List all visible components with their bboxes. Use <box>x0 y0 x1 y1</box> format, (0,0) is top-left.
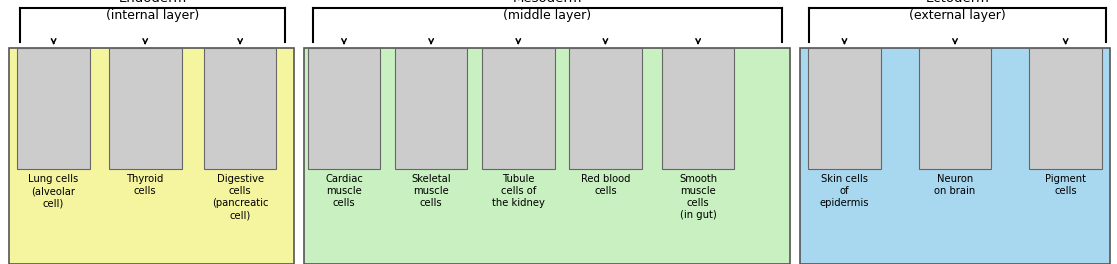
Text: Ectoderm: Ectoderm <box>925 0 990 5</box>
Bar <box>18 48 89 169</box>
Text: (external layer): (external layer) <box>909 9 1005 22</box>
Bar <box>9 48 294 264</box>
Text: Mesoderm: Mesoderm <box>513 0 582 5</box>
Bar <box>1030 48 1101 169</box>
Bar <box>307 48 380 169</box>
Bar <box>395 48 468 169</box>
Bar <box>304 48 790 264</box>
Text: Skin cells
of
epidermis: Skin cells of epidermis <box>820 174 869 208</box>
Text: Endoderm: Endoderm <box>118 0 188 5</box>
Bar <box>570 48 641 169</box>
Text: Cardiac
muscle
cells: Cardiac muscle cells <box>325 174 363 208</box>
Bar <box>809 48 880 169</box>
Text: Thyroid
cells: Thyroid cells <box>126 174 164 196</box>
Text: Neuron
on brain: Neuron on brain <box>935 174 975 196</box>
Bar <box>800 48 1110 264</box>
Bar <box>661 48 734 169</box>
Text: Smooth
muscle
cells
(in gut): Smooth muscle cells (in gut) <box>679 174 717 220</box>
Text: Red blood
cells: Red blood cells <box>581 174 630 196</box>
Bar <box>203 48 276 169</box>
Bar <box>918 48 991 169</box>
Text: Skeletal
muscle
cells: Skeletal muscle cells <box>411 174 451 208</box>
Text: Lung cells
(alveolar
cell): Lung cells (alveolar cell) <box>29 174 78 208</box>
Text: (internal layer): (internal layer) <box>106 9 200 22</box>
Bar <box>109 48 181 169</box>
Text: Tubule
cells of
the kidney: Tubule cells of the kidney <box>491 174 545 208</box>
Text: Digestive
cells
(pancreatic
cell): Digestive cells (pancreatic cell) <box>212 174 268 220</box>
Text: Pigment
cells: Pigment cells <box>1046 174 1086 196</box>
Text: (middle layer): (middle layer) <box>504 9 591 22</box>
Bar <box>483 48 554 169</box>
